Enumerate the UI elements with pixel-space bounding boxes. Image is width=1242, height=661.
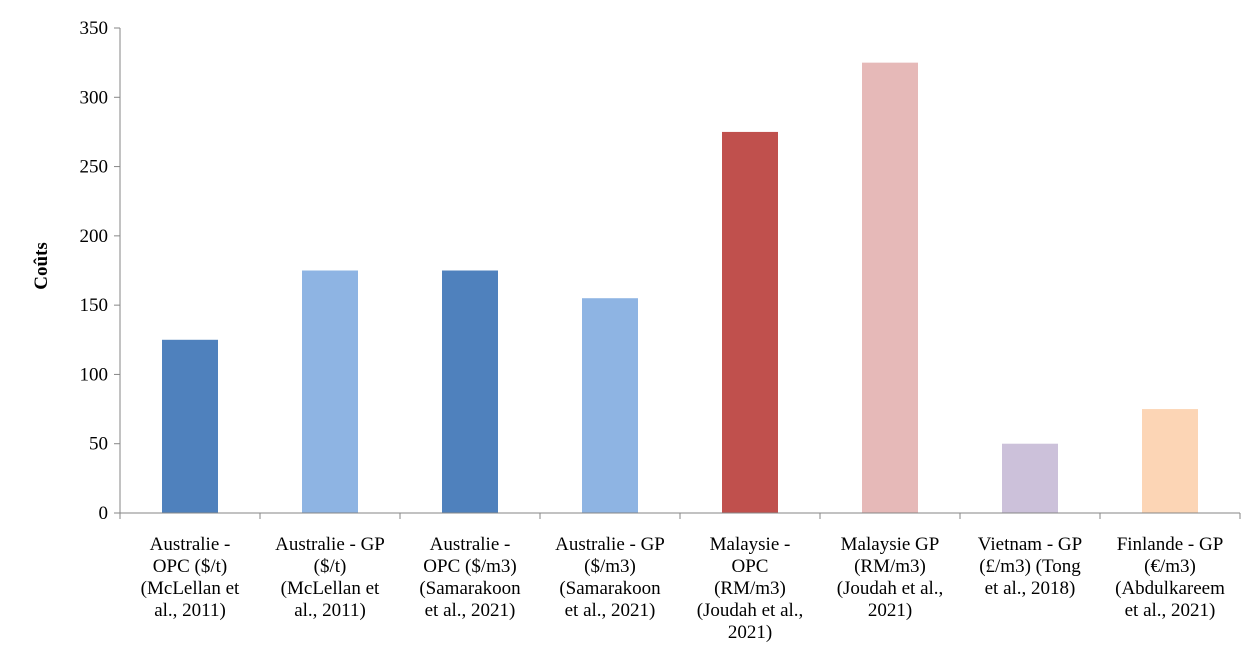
y-axis-label: Coûts [31,242,52,290]
x-tick-label: Vietnam - GP (£/m3) (Tong et al., 2018) [978,534,1082,599]
y-tick-label: 300 [80,87,109,108]
bar [442,270,498,513]
y-tick-label: 250 [80,157,109,178]
y-tick-label: 200 [80,226,109,247]
x-tick-label: Malaysie GP (RM/m3) (Joudah et al., 2021) [837,534,944,621]
bar [722,131,778,513]
x-tick-label: Malaysie -OPC (RM/m3) (Joudah et al., 2021) [697,534,804,643]
y-tick-label: 150 [80,295,109,316]
bar [302,270,358,513]
y-tick-label: 50 [89,434,108,455]
bar [862,62,918,514]
y-tick-label: 0 [99,503,109,524]
x-tick-label: Finlande - GP (€/m3) (Abdulkareem et al., 2… [1115,534,1225,621]
bar [1002,443,1058,513]
x-tick-label: Australie -OPC ($/t) (McLellan et al., 201… [141,534,240,621]
bar [582,298,638,513]
bar [162,339,218,513]
x-tick-label: Australie -OPC ($/m3) (Samarakoon et al., … [419,534,521,621]
y-tick-label: 350 [80,18,109,39]
y-tick-label: 100 [80,364,109,385]
x-tick-label: Australie - GP ($/m3) (Samarakoon et al., 2… [555,534,665,621]
bar [1142,409,1198,513]
x-tick-label: Australie - GP ($/t) (McLellan et al., 2011… [275,534,385,621]
